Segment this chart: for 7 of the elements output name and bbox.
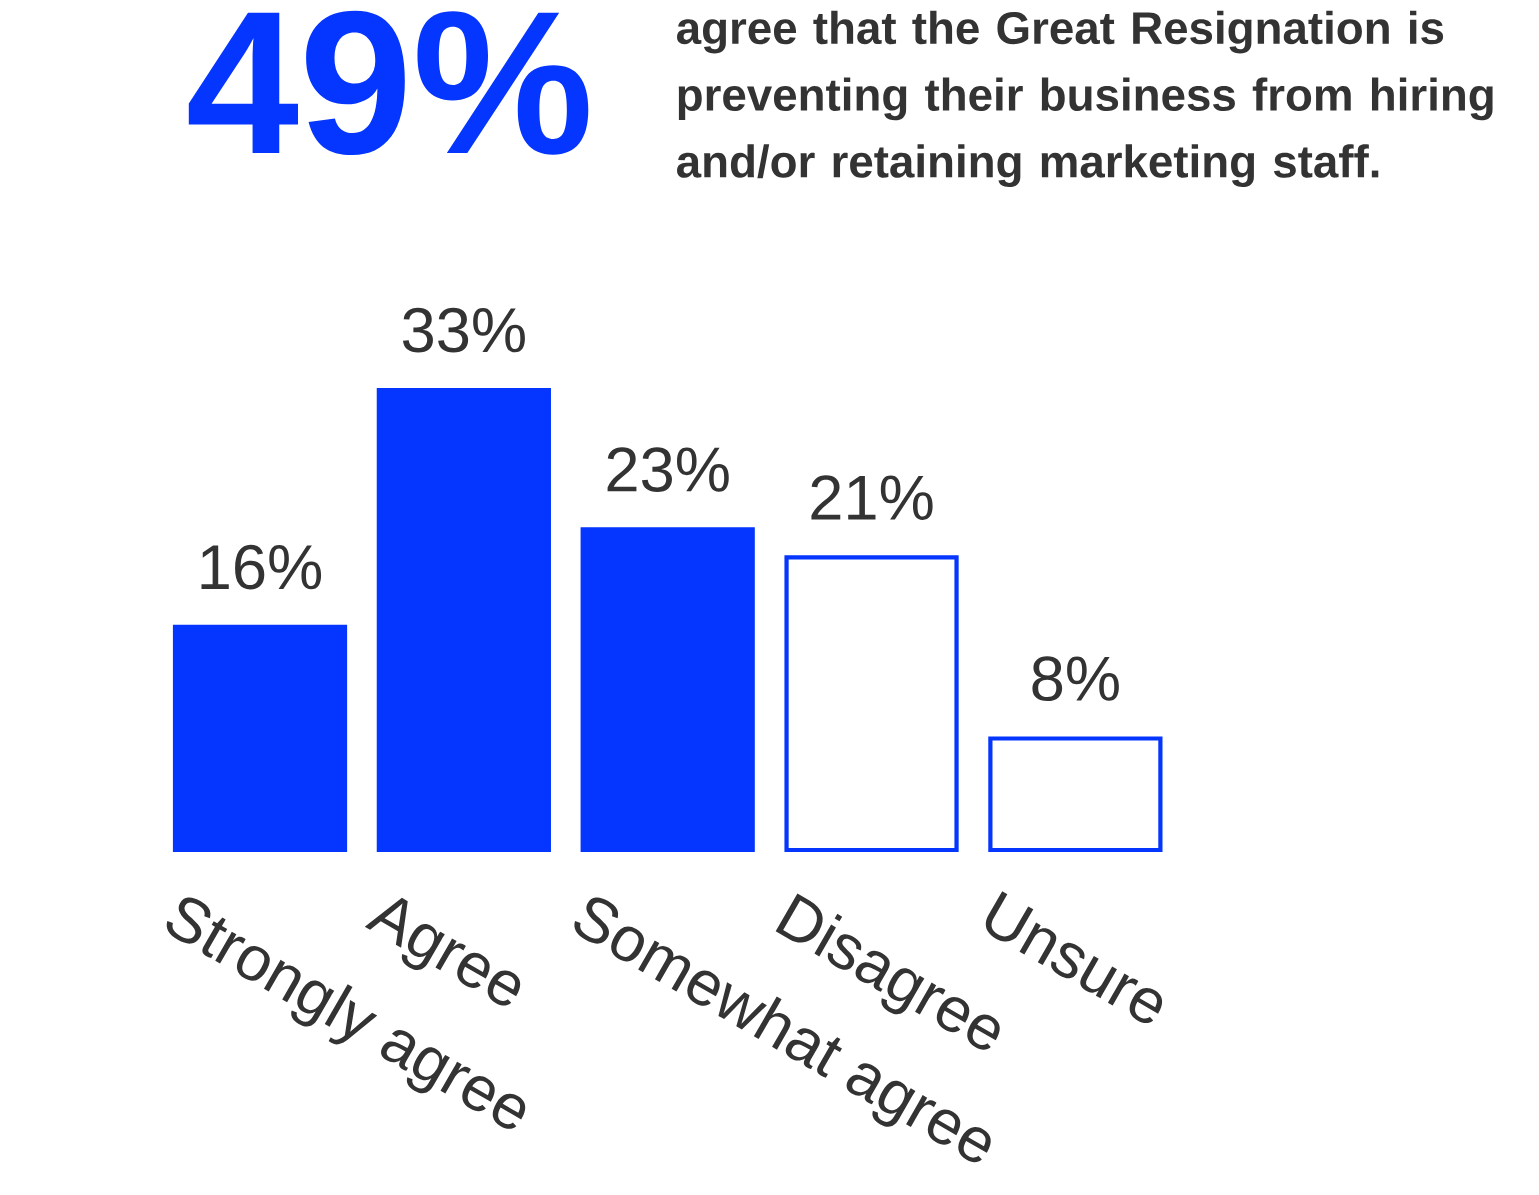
data-label: 23% [607,447,729,492]
chart-title: 49% [188,10,589,155]
data-label: 21% [811,475,933,520]
data-label: 16% [201,544,322,590]
data-label: 33% [402,307,525,353]
data-label: 8% [1032,656,1119,702]
chart-subtitle: agree that the Great Resignation is preventing their business from hiring and/or retaining marketing staff. [677,10,1493,187]
